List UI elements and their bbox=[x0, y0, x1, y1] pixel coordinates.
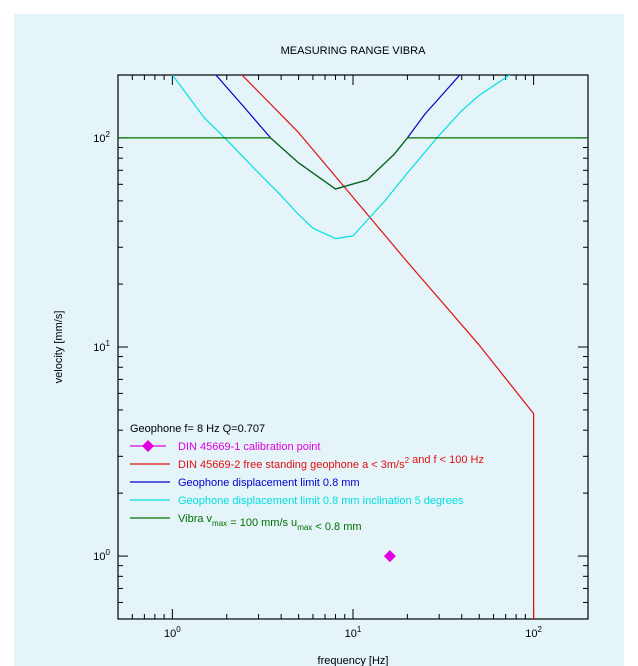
series-free_standing-line bbox=[241, 75, 535, 619]
legend-label-free_standing: DIN 45669-2 free standing geophone a < 3… bbox=[178, 454, 484, 471]
plot-frame bbox=[117, 74, 589, 620]
x-axis-label: frequency [Hz] bbox=[318, 655, 389, 666]
x-tick-label: 102 bbox=[525, 625, 542, 640]
legend-label-disp_limit: Geophone displacement limit 0.8 mm bbox=[178, 477, 360, 489]
series-disp_limit-line bbox=[215, 75, 461, 190]
series-disp_limit_incl-line bbox=[171, 75, 511, 240]
axis-ticks: 100 101 102 100 101 102 bbox=[93, 74, 589, 640]
y-tick-label: 102 bbox=[93, 130, 110, 145]
legend: Geophone f= 8 Hz Q=0.707 DIN 45669-1 cali… bbox=[130, 423, 484, 533]
y-tick-label: 101 bbox=[93, 339, 110, 354]
legend-header: Geophone f= 8 Hz Q=0.707 bbox=[130, 423, 265, 435]
x-tick-label: 101 bbox=[345, 625, 362, 640]
series-vibra-line bbox=[118, 137, 588, 190]
chart-title: MEASURING RANGE VIBRA bbox=[281, 45, 427, 57]
y-tick-label: 100 bbox=[93, 548, 110, 563]
x-tick-label: 100 bbox=[164, 625, 181, 640]
legend-label-vibra: Vibra vmax = 100 mm/s umax < 0.8 mm bbox=[178, 513, 362, 533]
legend-label-disp_limit_incl: Geophone displacement limit 0.8 mm incli… bbox=[178, 495, 464, 507]
chart-panel: MEASURING RANGE VIBRA 100 101 102 100 101 102… bbox=[14, 14, 624, 666]
legend-label-calibration: DIN 45669-1 calibration point bbox=[178, 441, 320, 453]
chart-svg: MEASURING RANGE VIBRA 100 101 102 100 101 102… bbox=[53, 45, 589, 666]
series-layer bbox=[118, 75, 588, 619]
series-calibration-point bbox=[383, 550, 396, 563]
y-axis-label: velocity [mm/s] bbox=[53, 311, 65, 384]
